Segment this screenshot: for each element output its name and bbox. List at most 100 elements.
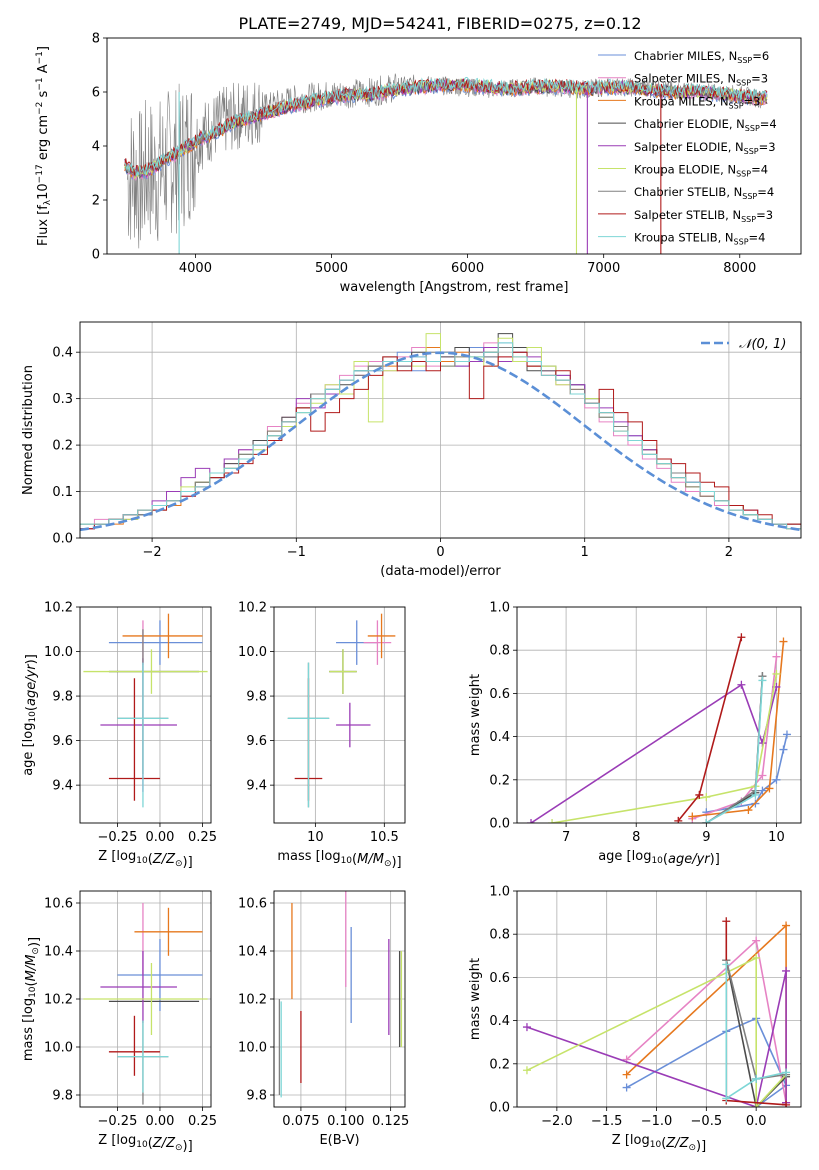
x-tick-label: 10.5 — [370, 830, 399, 845]
y-tick-label: 10.4 — [44, 945, 73, 960]
spectrum-legend: Chabrier MILES, NSSP=6 Salpeter MILES, NS… — [598, 49, 777, 247]
legend-entry: 𝒩(0, 1) — [739, 337, 786, 352]
series-model-8 — [124, 76, 768, 177]
x-axis-label: wavelength [Angstrom, rest frame] — [340, 280, 569, 295]
x-tick-label: −2 — [143, 545, 162, 560]
weight-series-3 — [725, 959, 787, 1107]
errorbar-point — [329, 649, 357, 694]
plot-area — [80, 333, 801, 538]
weight-series-3 — [705, 676, 764, 823]
y-tick-label: 9.6 — [52, 734, 73, 749]
y-tick-label: 0.3 — [52, 392, 73, 407]
weight-marker — [772, 775, 781, 784]
plot-area — [124, 73, 768, 254]
weight-marker — [782, 921, 791, 930]
figure-title: PLATE=2749, MJD=54241, FIBERID=0275, z=0… — [238, 14, 641, 33]
histogram-legend: 𝒩(0, 1) — [701, 337, 786, 352]
plot-area — [527, 633, 791, 823]
plot-area — [287, 613, 396, 808]
weight-marker — [702, 819, 711, 823]
errorbar-point — [336, 702, 371, 748]
x-tick-label: 0 — [436, 545, 444, 560]
axes-frame — [79, 606, 212, 824]
y-tick-label: 0.1 — [52, 485, 73, 500]
y-tick-label: 0.2 — [52, 439, 73, 454]
y-tick-label: 0.4 — [52, 346, 73, 361]
y-tick-label: 0 — [92, 248, 100, 263]
legend-entry: Kroupa ELODIE, NSSP=4 — [634, 163, 768, 179]
y-tick-label: 0.0 — [489, 1101, 510, 1116]
weight-marker — [758, 786, 767, 795]
plot-area — [522, 917, 791, 1107]
weight-marker — [772, 669, 781, 678]
x-tick-label: 0.25 — [188, 1114, 217, 1129]
x-tick-label: 0.00 — [145, 830, 174, 845]
weight-marker — [758, 771, 767, 780]
weight-marker — [782, 966, 791, 975]
errorbar-point — [108, 1015, 160, 1076]
errorbar-point — [117, 1020, 169, 1093]
y-tick-label: 1.0 — [489, 601, 510, 616]
axes-frame — [79, 321, 802, 539]
weight-marker — [688, 812, 697, 821]
y-tick-label: 10.4 — [238, 945, 267, 960]
chart-mass_vs_Z: −0.25 0.00 0.25 9.8 10.0 10.2 10.4 10.6 Z [log10… — [21, 890, 217, 1154]
weight-marker — [722, 960, 731, 969]
chart-age_vs_mass: 10 10.5 9.4 9.6 9.8 10.0 10.2 mass [log10(M/M⊙)… — [238, 601, 406, 870]
weight-marker — [522, 1023, 531, 1032]
normal-curve — [80, 351, 801, 532]
y-tick-label: 0.4 — [489, 1014, 510, 1029]
weight-marker — [695, 790, 704, 799]
errorbar-point — [122, 613, 203, 659]
y-tick-label: 10.0 — [238, 645, 267, 660]
errorbar-point — [108, 678, 160, 801]
weight-marker — [779, 745, 788, 754]
weight-marker — [702, 793, 711, 802]
y-tick-label: 6 — [92, 86, 100, 101]
weight-marker — [752, 1074, 761, 1083]
weight-marker — [752, 936, 761, 945]
x-tick-label: 7000 — [587, 261, 620, 276]
x-tick-label: 0.100 — [327, 1114, 364, 1129]
y-tick-label: 1.0 — [489, 885, 510, 900]
x-tick-label: −0.5 — [691, 1114, 723, 1129]
weight-marker — [751, 790, 760, 799]
weight-marker — [758, 676, 767, 685]
x-tick-label: −0.25 — [98, 1114, 138, 1129]
weight-marker — [779, 637, 788, 646]
x-axis-label: Z [log10(Z/Z⊙)] — [98, 1133, 192, 1154]
x-tick-label: 10 — [307, 830, 324, 845]
axes-frame — [79, 890, 212, 1108]
x-axis-label: age [log10(age/yr)] — [598, 849, 720, 867]
weight-marker — [548, 819, 557, 823]
errorbar-point — [363, 620, 392, 665]
axes-frame — [106, 37, 802, 255]
legend-entry: Kroupa MILES, NSSP=3 — [634, 94, 760, 110]
x-tick-label: 0.125 — [372, 1114, 409, 1129]
axes-frame — [516, 606, 802, 824]
x-axis-label: Z [log10(Z/Z⊙)] — [612, 1133, 706, 1154]
y-axis-label: age [log10(age/yr)] — [21, 654, 39, 776]
y-tick-label: 0.0 — [489, 817, 510, 832]
y-tick-label: 9.4 — [52, 779, 73, 794]
errorbar-point — [134, 907, 203, 956]
errorbar-point — [100, 658, 177, 792]
y-tick-label: 9.8 — [246, 1089, 267, 1104]
x-tick-label: 7 — [562, 830, 570, 845]
x-tick-label: 0.00 — [145, 1114, 174, 1129]
errorbar-point — [287, 662, 330, 808]
y-axis-label: mass weight — [468, 674, 483, 756]
legend-entry: Chabrier STELIB, NSSP=4 — [634, 185, 774, 201]
legend-entry: Chabrier ELODIE, NSSP=4 — [634, 117, 777, 133]
y-tick-label: 9.8 — [52, 1089, 73, 1104]
y-axis-label: mass [log10(M/M⊙)] — [21, 937, 42, 1061]
y-tick-label: 0.2 — [489, 773, 510, 788]
y-tick-label: 10.2 — [44, 601, 73, 616]
y-tick-label: 0.8 — [489, 644, 510, 659]
axes-frame — [273, 606, 406, 824]
x-axis-label: (data-model)/error — [380, 564, 501, 579]
weight-marker — [522, 1066, 531, 1075]
y-tick-label: 9.8 — [246, 690, 267, 705]
x-tick-label: 2 — [725, 545, 733, 560]
